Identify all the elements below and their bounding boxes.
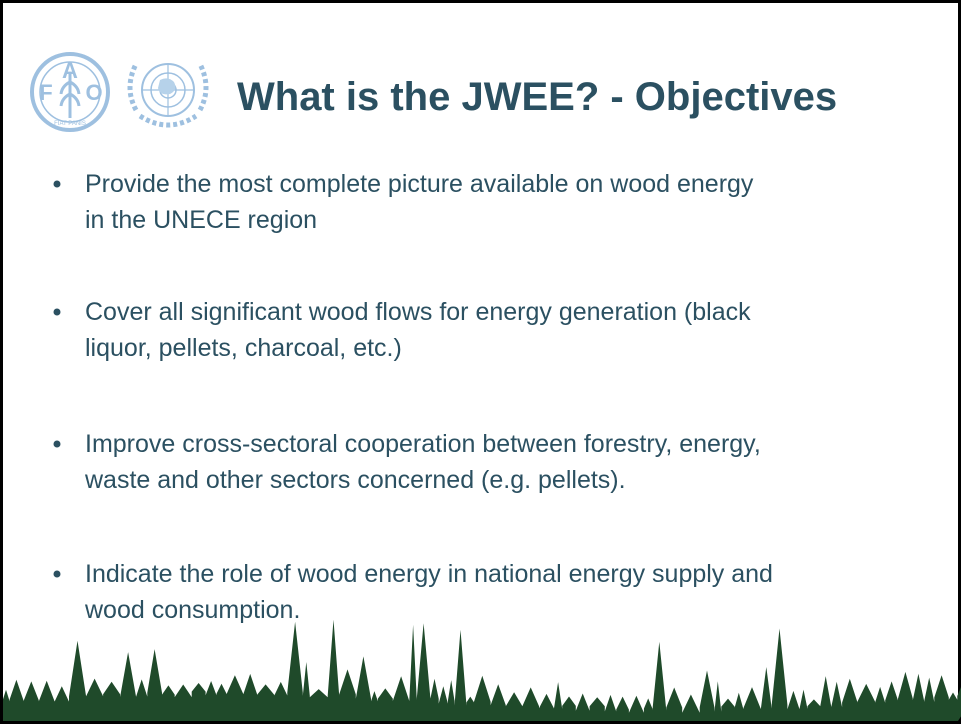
logo-letter: A <box>62 58 78 83</box>
logo-motto: FIAT PANIS <box>54 121 86 127</box>
bullet-line: wood consumption. <box>84 596 300 624</box>
bullet-list: Provide the most complete picture availa… <box>53 170 773 624</box>
slide-title: What is the JWEE? - Objectives <box>237 75 837 119</box>
fao-logo: F A O FIAT PANIS <box>30 52 110 132</box>
bullet-dot <box>53 440 61 448</box>
logo-letter: O <box>85 80 102 105</box>
un-logo <box>127 62 209 128</box>
bullet-dot <box>53 180 61 188</box>
logo-letter: F <box>39 80 52 105</box>
bullet-line: Indicate the role of wood energy in nati… <box>85 560 773 588</box>
bullet-line: Provide the most complete picture availa… <box>85 170 754 198</box>
bullet-line: in the UNECE region <box>85 206 317 234</box>
bullet-line: waste and other sectors concerned (e.g. … <box>84 466 626 494</box>
bullet-line: Improve cross-sectoral cooperation betwe… <box>85 430 761 458</box>
bullet-dot <box>53 308 61 316</box>
bullet-line: Cover all significant wood flows for ene… <box>85 298 751 326</box>
bullet-line: liquor, pellets, charcoal, etc.) <box>85 334 402 362</box>
forest-silhouette <box>3 619 961 721</box>
bullet-dot <box>53 570 61 578</box>
